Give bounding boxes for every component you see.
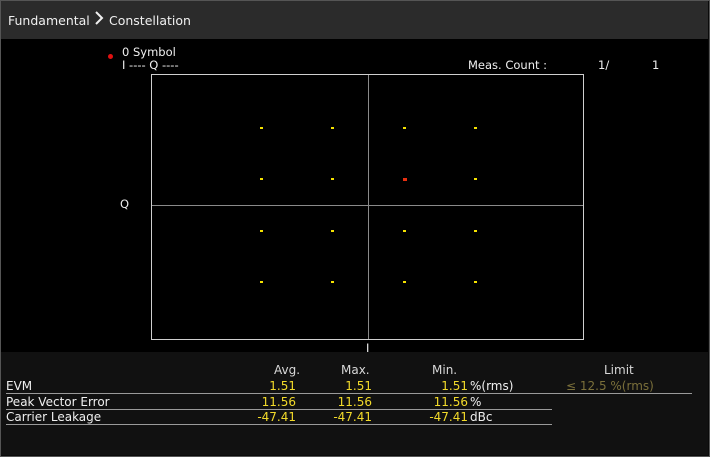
constellation-point: [402, 229, 406, 232]
constellation-point: [260, 127, 264, 130]
constellation-point: [402, 127, 406, 130]
results-panel: [1, 352, 708, 455]
row-name: EVM: [6, 379, 33, 393]
pve-min: 11.56: [433, 395, 468, 409]
constellation-point: [473, 229, 477, 232]
constellation-point: [260, 178, 264, 181]
cl-max: -47.41: [333, 410, 372, 424]
constellation-point: [331, 229, 335, 232]
symbol-marker-icon: [108, 54, 113, 59]
q-axis-line: [368, 75, 369, 339]
constellation-point: [331, 127, 335, 130]
cl-avg: -47.41: [257, 410, 296, 424]
pve-avg: 11.56: [261, 395, 296, 409]
breadcrumb: Fundamental Constellation: [1, 1, 708, 39]
symbol-label: 0 Symbol: [122, 45, 176, 59]
constellation-panel: [1, 39, 708, 352]
constellation-point: [473, 127, 477, 130]
row-name: Carrier Leakage: [6, 410, 102, 424]
result-row-carrier-leakage: Carrier Leakage -47.41 -47.41 -47.41 dBc: [6, 410, 552, 425]
result-row-peak-vector-error: Peak Vector Error 11.56 11.56 11.56 %: [6, 395, 552, 410]
constellation-point: [473, 280, 477, 283]
evm-max: 1.51: [345, 379, 372, 393]
current-symbol-point: [402, 178, 407, 182]
header-avg: Avg.: [274, 363, 301, 377]
evm-limit-cell: ≤ 12.5 %(rms): [552, 379, 692, 394]
constellation-point: [402, 280, 406, 283]
evm-avg: 1.51: [269, 379, 296, 393]
constellation-plot: [151, 74, 584, 340]
meas-count-current: 1/: [598, 58, 610, 72]
cl-unit: dBc: [470, 410, 493, 424]
header-min: Min.: [432, 363, 458, 377]
iq-readout: I ---- Q ----: [122, 58, 179, 72]
i-axis-label: I: [366, 341, 370, 355]
row-name: Peak Vector Error: [6, 395, 110, 409]
pve-max: 11.56: [337, 395, 372, 409]
pve-unit: %: [470, 395, 482, 409]
constellation-point: [331, 280, 335, 283]
i-axis-line: [152, 205, 583, 206]
header-max: Max.: [341, 363, 370, 377]
meas-count-total: 1: [652, 58, 660, 72]
breadcrumb-current: Constellation: [109, 13, 191, 28]
evm-unit: %(rms): [470, 379, 514, 393]
breadcrumb-root[interactable]: Fundamental: [8, 13, 90, 28]
constellation-point: [260, 229, 264, 232]
header-limit: Limit: [604, 363, 634, 377]
constellation-point: [260, 280, 264, 283]
constellation-point: [473, 178, 477, 181]
result-row-evm: EVM 1.51 1.51 1.51 %(rms): [6, 379, 552, 394]
chevron-right-icon: [95, 11, 104, 25]
constellation-point: [331, 178, 335, 181]
evm-min: 1.51: [441, 379, 468, 393]
q-axis-label: Q: [120, 197, 130, 211]
cl-min: -47.41: [429, 410, 468, 424]
meas-count-label: Meas. Count :: [468, 58, 548, 72]
evm-limit: ≤ 12.5 %(rms): [566, 379, 654, 393]
